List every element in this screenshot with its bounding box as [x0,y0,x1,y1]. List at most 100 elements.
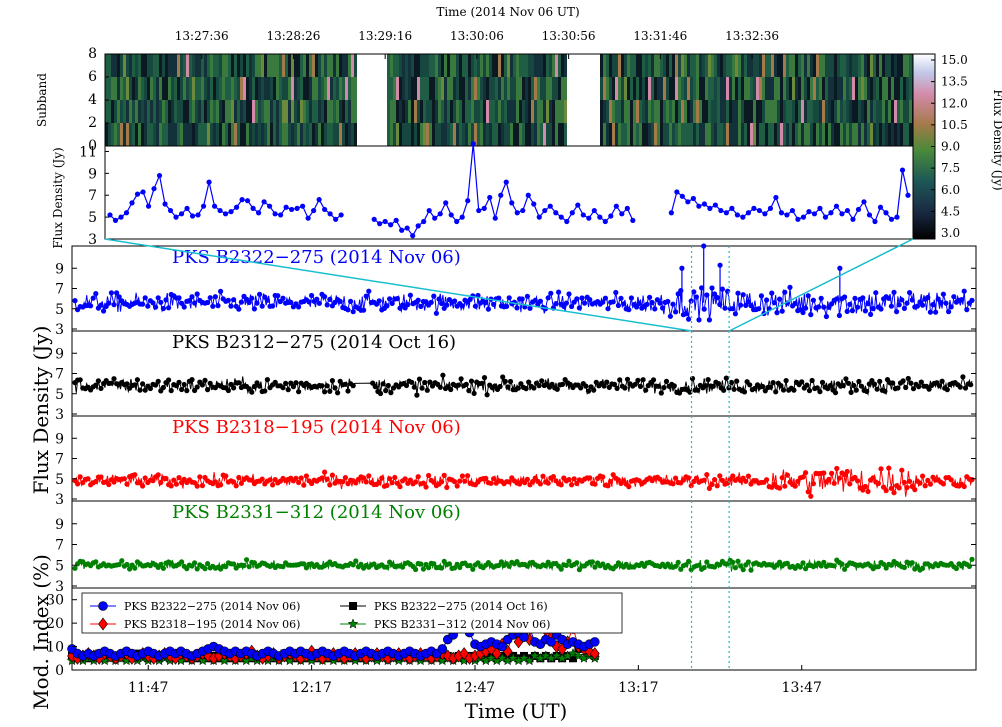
zoom-point [751,205,757,211]
dynspec-cell [786,77,789,100]
dynspec-cell [117,77,120,100]
lightcurve-point [484,392,490,398]
lightcurve-point [212,294,218,300]
dynspec-cell [486,123,489,146]
dynspec-cell [852,100,855,123]
lightcurve-point [140,301,146,307]
dynspec-cell [633,100,636,123]
dynspec-cell [879,100,882,123]
zoom-point [178,211,185,217]
panel-ytick-label: 7 [55,282,64,298]
dynspec-cell [192,77,195,100]
lightcurve-point [701,306,707,312]
lightcurve-point [832,390,839,396]
lightcurve-point [335,390,341,396]
colorbar-ticks: 3.04.56.07.59.010.512.013.515.0 [931,53,968,240]
dynspec-cell [894,123,897,146]
dynspec-cell [234,77,237,100]
zoom-point [729,205,735,211]
lightcurve-point [293,380,299,386]
zoom-point [206,179,212,185]
lightcurve-point [719,286,726,292]
dynspec-cell [234,123,237,146]
lightcurve-point [376,480,382,486]
lightcurve-point [275,293,281,299]
dynspec-cell [483,77,486,100]
lightcurve-point [267,477,273,483]
dynspec-cell [795,123,798,146]
dynspec-cell [672,77,675,100]
dynspec-cell [741,54,744,77]
dynspec-cell [291,100,294,123]
lightcurve-point [585,388,592,394]
lightcurve-point [387,476,393,482]
dynspec-cell [798,100,801,123]
dynspec-cell [813,77,816,100]
dynspec-cell [765,123,768,146]
lightcurve-point [773,389,779,395]
lightcurve-point [782,289,788,295]
lightcurve-point [730,559,736,565]
lightcurve-point [345,307,351,313]
lightcurve-point [909,297,915,303]
bottom-tick-label: 13:17 [618,680,658,696]
dynspec-cell [402,123,405,146]
zoom-point [558,214,564,220]
lightcurve-point [527,305,533,311]
dynspec-cell [279,54,282,77]
lightcurve-point [870,475,876,481]
dynspec-cell [558,100,561,123]
lightcurve-point [176,295,182,301]
dynspec-cell [834,77,837,100]
mod-marker-star [518,652,530,663]
lightcurve-point [458,376,464,382]
dynspec-cell [708,123,711,146]
dynspec-cell [546,77,549,100]
lightcurve-point [218,482,224,488]
dynspec-gap [568,54,598,146]
dynspec-cell [825,123,828,146]
lightcurve-point [800,560,806,566]
dynspec-cell [684,100,687,123]
dynspec-cell [162,77,165,100]
dynspec-cell [729,77,732,100]
lightcurve-point [481,375,488,381]
lightcurve-point [686,475,692,481]
lightcurve-point [500,374,506,380]
mod-marker-square [569,654,578,663]
lightcurve-point [465,473,471,479]
lightcurve-point [111,302,117,308]
lightcurve-point [176,475,182,481]
lightcurve-point [706,485,713,491]
lightcurve-point [740,292,746,298]
zoom-point [294,205,300,211]
zoom-point [806,209,812,215]
dynspec-cell [210,77,213,100]
dynspec-cell [465,77,468,100]
lightcurve-point [264,377,270,383]
dynspec-cell [402,54,405,77]
dynspec-cell [870,100,873,123]
dynspec-cell [300,123,303,146]
dynspec-cell [351,100,354,123]
dynspec-cell [192,54,195,77]
dynspec-cell [669,123,672,146]
lightcurve-point [635,377,641,383]
dynspec-cell [138,100,141,123]
dynspec-cell [792,123,795,146]
lightcurve-point [855,478,861,484]
lightcurve-point [121,476,127,482]
dynspec-cell [198,54,201,77]
dynspec-cell [129,100,132,123]
lightcurve-point [467,562,473,569]
lightcurve-point [957,384,963,390]
lightcurve-point [626,484,632,490]
dynspec-cell [501,77,504,100]
dynspec-cell [792,77,795,100]
lightcurve-point [940,291,947,297]
dynspec-cell [519,100,522,123]
dynspec-cell [462,54,465,77]
dynspec-cell [150,123,153,146]
dynspec-cell [750,123,753,146]
dynspec-cell [312,54,315,77]
